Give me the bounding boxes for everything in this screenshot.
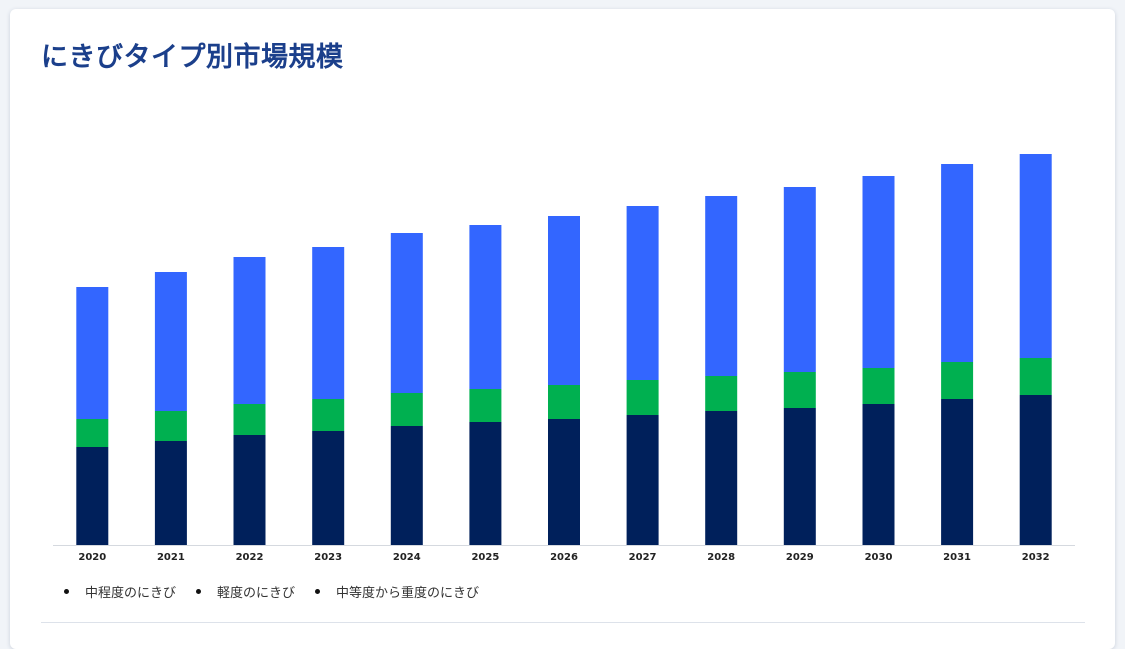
- bar-segment-2032-s0: [1019, 395, 1052, 545]
- x-tick-label: 2030: [865, 552, 893, 563]
- bar-segment-2027-s1: [626, 380, 659, 415]
- legend-label: 軽度のにきび: [217, 586, 296, 601]
- x-tick-label: 2021: [157, 552, 185, 563]
- legend-label: 中程度のにきび: [85, 586, 177, 601]
- x-tick-label: 2022: [236, 552, 264, 563]
- bar-segment-2024-s2: [390, 233, 423, 393]
- chart-card: にきびタイプ別市場規模 2020 2021 2022 2023 2024 2025 2026…: [10, 9, 1115, 649]
- bar-segment-2030-s0: [862, 404, 895, 545]
- bar-segment-2031-s2: [941, 164, 974, 362]
- bar-segment-2021-s1: [154, 411, 187, 441]
- bar-segment-2025-s0: [469, 422, 502, 545]
- x-tick-label: 2023: [314, 552, 342, 563]
- stacked-bar-chart: 2020 2021 2022 2023 2024 2025 2026 2027 2028 2029…: [53, 154, 1075, 563]
- bar-segment-2021-s2: [154, 272, 187, 411]
- bar-segment-2022-s2: [233, 257, 266, 404]
- bar-segment-2020-s2: [76, 287, 109, 419]
- bar-segment-2028-s1: [705, 376, 738, 411]
- bar-segment-2028-s0: [705, 411, 738, 545]
- x-tick-label: 2032: [1022, 552, 1050, 563]
- bar-segment-2032-s1: [1019, 358, 1052, 395]
- bar-segment-2031-s0: [941, 399, 974, 545]
- bar-segment-2023-s2: [312, 247, 345, 399]
- bar-segment-2028-s2: [705, 196, 738, 376]
- bar-segment-2020-s1: [76, 419, 109, 447]
- bar-segment-2027-s0: [626, 415, 659, 545]
- bar-segment-2026-s0: [548, 419, 580, 545]
- bar-segment-2024-s0: [390, 426, 423, 545]
- x-tick-label: 2020: [78, 552, 106, 563]
- x-tick-label: 2031: [943, 552, 971, 563]
- bar-segment-2025-s2: [469, 225, 502, 389]
- bar-segment-2030-s2: [862, 176, 895, 368]
- bar-segment-2022-s0: [233, 435, 266, 545]
- bar-segment-2023-s1: [312, 399, 345, 431]
- bar-segment-2031-s1: [941, 362, 974, 399]
- chart-legend: 中程度のにきび 軽度のにきび 中等度から重度のにきび: [64, 582, 499, 601]
- legend-item: 軽度のにきび: [196, 582, 295, 601]
- bar-segment-2029-s2: [783, 187, 816, 372]
- bar-segment-2020-s0: [76, 447, 109, 545]
- bullet-icon: [64, 589, 69, 594]
- bar-segment-2025-s1: [469, 389, 502, 422]
- bar-segment-2024-s1: [390, 393, 423, 426]
- bar-segment-2032-s2: [1019, 154, 1052, 358]
- bullet-icon: [315, 589, 321, 594]
- bar-segment-2027-s2: [626, 206, 659, 380]
- chart-title: にきびタイプ別市場規模: [41, 42, 344, 73]
- bar-segment-2030-s1: [862, 368, 895, 404]
- x-tick-label: 2024: [393, 552, 421, 563]
- x-tick-label: 2025: [471, 552, 499, 563]
- legend-item: 中等度から重度のにきび: [315, 582, 479, 601]
- x-tick-label: 2029: [786, 552, 814, 563]
- x-tick-label: 2028: [707, 552, 735, 563]
- bar-segment-2023-s0: [312, 431, 345, 545]
- legend-item: 中程度のにきび: [64, 582, 176, 601]
- bar-segment-2022-s1: [233, 404, 266, 435]
- bottom-divider: [41, 622, 1085, 623]
- bar-segment-2026-s2: [548, 216, 580, 385]
- x-tick-label: 2027: [629, 552, 657, 563]
- x-tick-label: 2026: [550, 552, 578, 563]
- bar-segment-2029-s0: [783, 408, 816, 545]
- bar-segment-2029-s1: [783, 372, 816, 408]
- bar-segment-2026-s1: [548, 385, 580, 419]
- bar-segment-2021-s0: [154, 441, 187, 545]
- bullet-icon: [196, 589, 202, 594]
- legend-label: 中等度から重度のにきび: [336, 586, 480, 601]
